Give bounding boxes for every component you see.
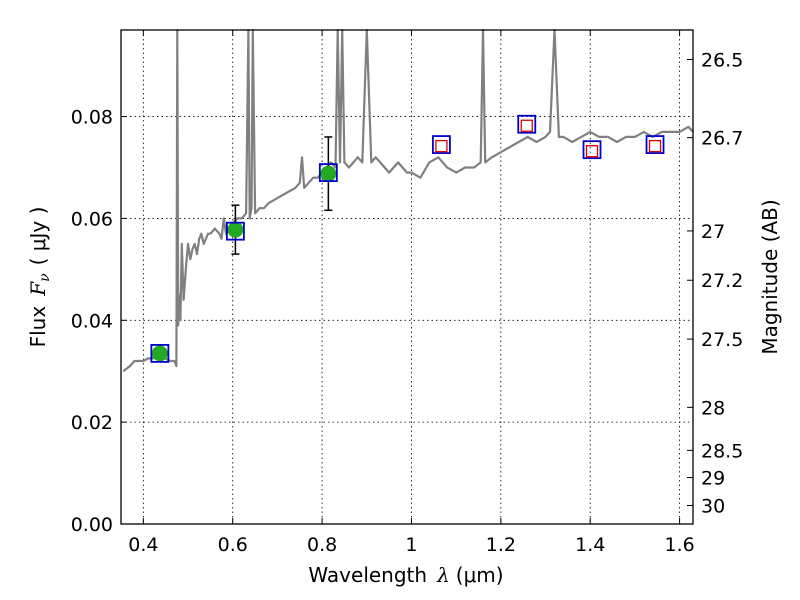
y-axis-label-symbol: F bbox=[26, 281, 50, 297]
x-tick-label-2: 0.8 bbox=[307, 534, 337, 556]
plot-background bbox=[121, 30, 693, 524]
upper-limit-box-1 bbox=[520, 119, 533, 132]
upper-limit-boxes bbox=[435, 119, 662, 158]
magnitude-tick-label-8: 30 bbox=[701, 496, 725, 518]
x-tick-label-3: 1 bbox=[405, 534, 417, 556]
x-tick-label-1: 0.6 bbox=[218, 534, 248, 556]
y-tick-label-2: 0.04 bbox=[71, 310, 113, 332]
magnitude-tick-label-3: 27.2 bbox=[701, 270, 743, 292]
magnitude-tick-label-6: 28.5 bbox=[701, 440, 743, 462]
y-tick-label-3: 0.06 bbox=[71, 208, 113, 230]
magnitude-tick-label-1: 26.7 bbox=[701, 128, 743, 150]
y-tick-label-0: 0.00 bbox=[71, 514, 113, 536]
model-photometry-boxes bbox=[150, 114, 665, 363]
model-box-6 bbox=[645, 135, 665, 154]
model-box-3 bbox=[432, 135, 451, 154]
model-box-4 bbox=[517, 114, 537, 134]
y-tick-label-1: 0.02 bbox=[71, 412, 113, 434]
y-axis-label-unit: ( μJy ) bbox=[26, 207, 50, 266]
y-tick-label-4: 0.08 bbox=[71, 107, 113, 129]
model-box-1 bbox=[225, 221, 245, 241]
observed-points bbox=[151, 165, 337, 362]
x-axis-label-symbol: λ bbox=[436, 563, 450, 587]
observed-point-1 bbox=[227, 221, 244, 238]
y-axis-label-prefix: Flux bbox=[26, 306, 50, 348]
upper-limit-box-0 bbox=[435, 139, 448, 153]
magnitude-tick-label-0: 26.5 bbox=[701, 50, 743, 72]
magnitude-tick-label-7: 29 bbox=[701, 468, 725, 490]
x-tick-label-4: 1.2 bbox=[486, 534, 516, 556]
magnitude-tick-label-4: 27.5 bbox=[701, 329, 743, 351]
x-axis-label-unit: (μm) bbox=[456, 563, 504, 587]
x-tick-label-6: 1.6 bbox=[664, 534, 694, 556]
y-axis-label-subscript: ν bbox=[37, 273, 53, 282]
model-box-5 bbox=[582, 140, 602, 160]
y-axis-label: Flux Fν ( μJy ) bbox=[26, 207, 53, 348]
magnitude-tick-label-5: 28 bbox=[701, 397, 725, 419]
y-axis-ticks: 0.00 0.02 0.04 0.06 0.08 bbox=[71, 107, 127, 536]
model-box-2 bbox=[318, 163, 338, 182]
magnitude-axis-ticks: 26.5 26.7 27 27.2 27.5 28 28.5 29 30 bbox=[687, 50, 743, 518]
model-box-0 bbox=[150, 343, 170, 363]
observed-point-2 bbox=[320, 165, 337, 182]
plot-frame bbox=[120, 29, 694, 525]
x-axis-label: Wavelength λ (μm) bbox=[308, 563, 503, 587]
observed-point-0 bbox=[151, 345, 168, 362]
x-tick-label-5: 1.4 bbox=[575, 534, 605, 556]
magnitude-axis-label: Magnitude (AB) bbox=[758, 199, 782, 354]
x-tick-label-0: 0.4 bbox=[128, 534, 158, 556]
upper-limit-box-3 bbox=[648, 139, 662, 153]
upper-limit-box-2 bbox=[585, 145, 599, 158]
x-axis-ticks: 0.4 0.6 0.8 1 1.2 1.4 1.6 bbox=[128, 30, 695, 556]
x-axis-label-prefix: Wavelength bbox=[308, 563, 427, 587]
magnitude-tick-label-2: 27 bbox=[701, 221, 725, 243]
grid bbox=[121, 30, 693, 524]
